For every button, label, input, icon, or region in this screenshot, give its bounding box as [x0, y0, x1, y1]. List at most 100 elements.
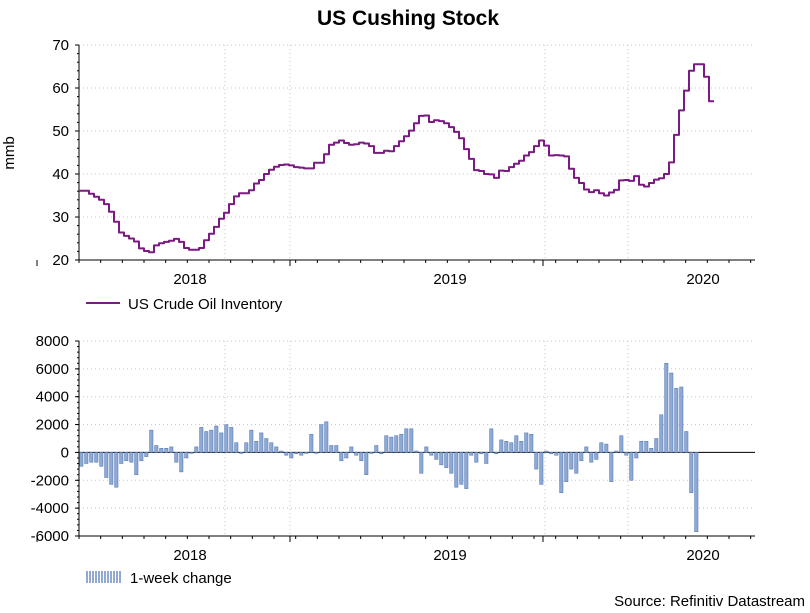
- bar-1-week-change: [289, 452, 294, 459]
- bar-1-week-change: [399, 434, 404, 453]
- bar-1-week-change: [239, 452, 244, 454]
- bar-1-week-change: [674, 388, 679, 453]
- bottom-y-tick-label: 2000: [36, 417, 69, 434]
- bar-1-week-change: [314, 452, 319, 454]
- bar-1-week-change: [469, 452, 474, 456]
- bar-1-week-change: [84, 452, 89, 464]
- bar-1-week-change: [414, 450, 419, 453]
- bar-1-week-change: [79, 452, 84, 467]
- bar-1-week-change: [234, 442, 239, 453]
- bar-1-week-change: [549, 452, 554, 455]
- bottom-y-tick-label: -4000: [31, 500, 69, 517]
- bar-1-week-change: [454, 452, 459, 488]
- bar-1-week-change: [194, 446, 199, 453]
- top-y-tick-label: 60: [52, 80, 69, 97]
- bar-1-week-change: [309, 434, 314, 453]
- bar-1-week-change: [479, 452, 484, 455]
- bar-1-week-change: [619, 435, 624, 453]
- bottom-panel: -6000 -4000 -2000 0 2000 4000 6000 8000 2018 2019…: [31, 333, 755, 564]
- bar-1-week-change: [359, 452, 364, 462]
- bottom-legend: 1-week change: [86, 570, 232, 587]
- bar-1-week-change: [664, 363, 669, 453]
- bar-1-week-change: [259, 432, 264, 453]
- bar-1-week-change: [419, 452, 424, 474]
- bar-1-week-change: [244, 442, 249, 453]
- bar-1-week-change: [249, 429, 254, 453]
- bar-1-week-change: [99, 452, 104, 467]
- bar-1-week-change: [104, 452, 109, 478]
- bar-1-week-change: [149, 429, 154, 453]
- bar-1-week-change: [129, 452, 134, 463]
- bar-1-week-change: [334, 445, 339, 453]
- bar-1-week-change: [484, 452, 489, 464]
- bar-1-week-change: [464, 452, 469, 489]
- bar-1-week-change: [659, 414, 664, 453]
- bar-1-week-change: [324, 421, 329, 453]
- bar-1-week-change: [134, 452, 139, 475]
- bar-1-week-change: [554, 452, 559, 456]
- bar-1-week-change: [389, 436, 394, 453]
- bottom-x-tick-label: 2018: [173, 547, 206, 564]
- source-note: Source: Refinitiv Datastream: [614, 593, 805, 608]
- bar-1-week-change: [299, 452, 304, 456]
- bar-1-week-change: [584, 446, 589, 453]
- top-x-tick-label: 2019: [433, 271, 466, 288]
- top-x-tick-label: 2018: [173, 271, 206, 288]
- bottom-y-tick-label: -2000: [31, 472, 69, 489]
- bar-1-week-change: [254, 441, 259, 453]
- bar-1-week-change: [434, 452, 439, 460]
- bar-1-week-change: [689, 452, 694, 494]
- bar-1-week-change: [629, 452, 634, 481]
- bottom-y-tick-label: 6000: [36, 361, 69, 378]
- bar-1-week-change: [594, 452, 599, 460]
- bar-1-week-change: [644, 441, 649, 453]
- bar-1-week-change: [319, 424, 324, 453]
- bar-1-week-change: [354, 452, 359, 456]
- bar-1-week-change: [579, 452, 584, 462]
- bar-1-week-change: [519, 441, 524, 453]
- bar-1-week-change: [124, 452, 129, 462]
- bar-1-week-change: [624, 452, 629, 456]
- bar-1-week-change: [654, 438, 659, 453]
- bar-1-week-change: [179, 452, 184, 473]
- bar-1-week-change: [369, 452, 374, 454]
- series-line-us-crude-oil-inventory: [79, 63, 714, 254]
- bar-1-week-change: [684, 431, 689, 453]
- bottom-x-tick-label: 2020: [686, 547, 719, 564]
- bar-1-week-change: [404, 428, 409, 453]
- bar-1-week-change: [144, 452, 149, 457]
- bar-1-week-change: [189, 452, 194, 454]
- bar-1-week-change: [559, 452, 564, 494]
- bar-1-week-change: [274, 446, 279, 453]
- bar-1-week-change: [344, 452, 349, 459]
- bar-1-week-change: [294, 452, 299, 455]
- bar-1-week-change: [229, 427, 234, 453]
- bar-1-week-change: [219, 432, 224, 453]
- bar-1-week-change: [569, 452, 574, 470]
- bar-1-week-change: [199, 427, 204, 453]
- top-y-tick-label: 30: [52, 209, 69, 226]
- bar-1-week-change: [544, 450, 549, 453]
- bar-1-week-change: [209, 429, 214, 453]
- top-y-tick-label: 50: [52, 123, 69, 140]
- top-y-tick-label: 70: [52, 37, 69, 54]
- bar-1-week-change: [439, 452, 444, 466]
- bar-1-week-change: [184, 452, 189, 459]
- bar-1-week-change: [89, 452, 94, 463]
- bar-1-week-change: [214, 425, 219, 453]
- bottom-y-tick-label: 8000: [36, 333, 69, 350]
- bar-1-week-change: [169, 446, 174, 453]
- bar-1-week-change: [679, 386, 684, 453]
- bar-1-week-change: [94, 452, 99, 463]
- bar-1-week-change: [394, 435, 399, 453]
- bar-1-week-change: [499, 439, 504, 453]
- bar-1-week-change: [384, 435, 389, 453]
- bar-1-week-change: [374, 445, 379, 453]
- bar-1-week-change: [339, 452, 344, 462]
- bar-1-week-change: [269, 442, 274, 453]
- bar-1-week-change: [424, 446, 429, 453]
- bar-1-week-change: [204, 431, 209, 453]
- bottom-x-tick-label: 2019: [433, 547, 466, 564]
